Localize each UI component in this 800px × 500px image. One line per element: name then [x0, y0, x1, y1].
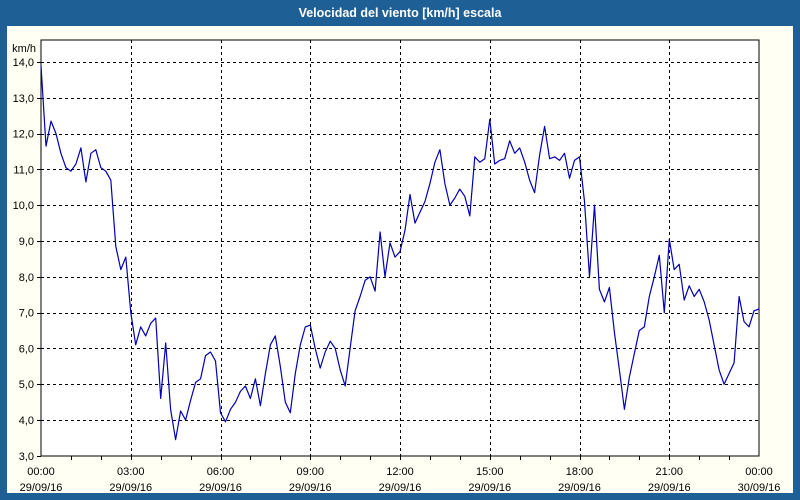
y-tick-label: 6,0 — [19, 343, 34, 355]
x-tick-time-label: 12:00 — [386, 466, 414, 478]
window-title: Velocidad del viento [km/h] escala — [298, 6, 502, 20]
window-titlebar: Velocidad del viento [km/h] escala — [0, 0, 800, 26]
x-tick-date-label: 29/09/16 — [20, 482, 63, 493]
y-tick-label: 9,0 — [19, 236, 34, 248]
x-tick-date-label: 29/09/16 — [379, 482, 422, 493]
y-tick-label: 5,0 — [19, 379, 34, 391]
x-tick-date-label: 29/09/16 — [289, 482, 332, 493]
x-tick-time-label: 18:00 — [566, 466, 594, 478]
y-tick-label: 3,0 — [19, 451, 34, 463]
x-tick-date-label: 29/09/16 — [648, 482, 691, 493]
x-tick-time-label: 00:00 — [745, 466, 773, 478]
y-tick-label: 8,0 — [19, 272, 34, 284]
chart-area: 14,0 13,0 12,0 11,0 10,0 9,0 8,0 7,0 6,0 5,0 4,0 3,… — [7, 26, 793, 494]
x-tick-date-label: 29/09/16 — [199, 482, 242, 493]
y-tick-label: 13,0 — [13, 93, 34, 105]
y-tick-label: 10,0 — [13, 200, 34, 212]
plot-area — [40, 39, 760, 457]
y-tick-label: 4,0 — [19, 415, 34, 427]
x-tick-date-label: 29/09/16 — [468, 482, 511, 493]
wind-speed-line-chart: 14,0 13,0 12,0 11,0 10,0 9,0 8,0 7,0 6,0 5,0 4,0 3,… — [12, 39, 781, 494]
x-tick-date-label: 29/09/16 — [558, 482, 601, 493]
y-tick-label: 7,0 — [19, 308, 34, 320]
x-tick-time-label: 15:00 — [476, 466, 504, 478]
x-tick-time-label: 00:00 — [27, 466, 55, 478]
x-tick-date-label: 29/09/16 — [109, 482, 152, 493]
y-axis-unit-label: km/h — [12, 43, 36, 55]
x-tick-time-label: 09:00 — [296, 466, 324, 478]
wind-speed-series-line — [40, 64, 760, 441]
x-tick-date-label: 30/09/16 — [738, 482, 781, 493]
x-tick-time-label: 21:00 — [655, 466, 683, 478]
x-tick-time-label: 03:00 — [117, 466, 145, 478]
y-tick-label: 11,0 — [13, 164, 34, 176]
y-tick-label: 12,0 — [13, 129, 34, 141]
x-tick-time-label: 06:00 — [207, 466, 235, 478]
y-tick-label: 14,0 — [13, 57, 34, 69]
